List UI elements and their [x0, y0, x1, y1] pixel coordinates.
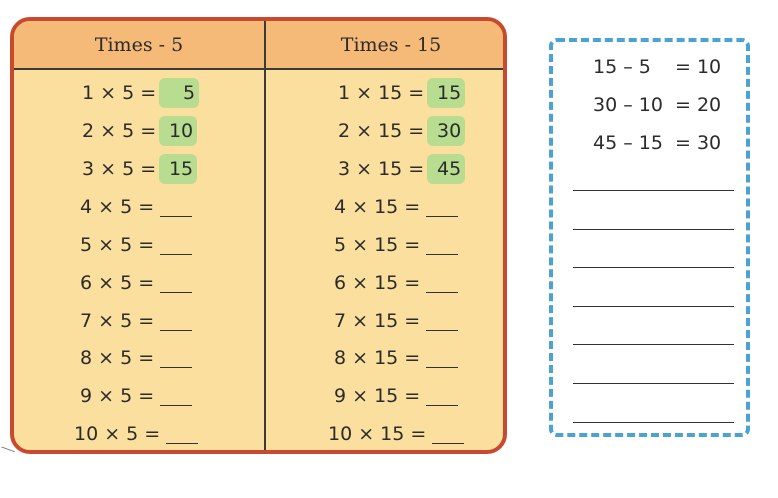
expression: 6 × 15 =: [334, 272, 421, 294]
answer-blank[interactable]: [426, 338, 459, 368]
answer-write-line[interactable]: [573, 344, 734, 345]
expression: 1 × 15 =: [338, 82, 425, 104]
answer-blank[interactable]: [160, 338, 193, 368]
times-5-row-2: 2 × 5 = 10: [82, 116, 198, 146]
times-15-header: Times - 15: [340, 34, 442, 56]
answer-blank[interactable]: [432, 414, 465, 444]
times-15-row-8: 8 × 15 =: [334, 343, 459, 373]
answer-highlight: 10: [159, 116, 198, 146]
times-15-row-5: 5 × 15 =: [334, 230, 459, 260]
expression: 10 × 5 =: [74, 423, 161, 445]
answer-blank[interactable]: [426, 263, 459, 293]
answer-blank[interactable]: [160, 225, 193, 255]
times-15-row-3: 3 × 15 = 45: [338, 154, 466, 184]
expression: 8 × 5 =: [80, 347, 155, 369]
difference-expression: 15 – 5: [593, 56, 651, 78]
expression: 6 × 5 =: [80, 272, 155, 294]
times-5-row-3: 3 × 5 = 15: [82, 154, 198, 184]
expression: 5 × 15 =: [334, 234, 421, 256]
answer-blank[interactable]: [426, 187, 459, 217]
answer-highlight: 45: [427, 154, 466, 184]
times-5-row-5: 5 × 5 =: [80, 230, 193, 260]
expression: 1 × 5 =: [82, 82, 157, 104]
differences-box: 15 – 5 = 10 30 – 10 = 20 45 – 15 = 30: [549, 38, 750, 437]
expression: 9 × 5 =: [80, 385, 155, 407]
times-5-row-10: 10 × 5 =: [74, 419, 199, 449]
expression: 4 × 5 =: [80, 196, 155, 218]
answer-blank[interactable]: [426, 376, 459, 406]
expression: 8 × 15 =: [334, 347, 421, 369]
answer-write-line[interactable]: [573, 306, 734, 307]
difference-expression: 45 – 15: [593, 132, 663, 154]
times-15-row-2: 2 × 15 = 30: [338, 116, 466, 146]
answer-blank[interactable]: [160, 376, 193, 406]
times-table-card: Times - 5 Times - 15 1 × 5 = 5 2 × 5 = 10 …: [10, 17, 507, 454]
times-5-header: Times - 5: [94, 34, 184, 56]
difference-expression: 30 – 10: [593, 94, 663, 116]
difference-result: = 30: [675, 132, 722, 154]
times-5-row-9: 9 × 5 =: [80, 381, 193, 411]
answer-highlight: 15: [427, 78, 466, 108]
column-divider: [264, 21, 266, 450]
difference-result: = 10: [675, 56, 722, 78]
table-header-row: [14, 21, 503, 70]
expression: 3 × 15 =: [338, 158, 425, 180]
answer-write-line[interactable]: [573, 422, 734, 423]
answer-blank[interactable]: [426, 225, 459, 255]
answer-write-line[interactable]: [573, 383, 734, 384]
times-15-row-4: 4 × 15 =: [334, 192, 459, 222]
expression: 4 × 15 =: [334, 196, 421, 218]
times-5-row-8: 8 × 5 =: [80, 343, 193, 373]
times-15-row-9: 9 × 15 =: [334, 381, 459, 411]
difference-result: = 20: [675, 94, 722, 116]
answer-blank[interactable]: [160, 301, 193, 331]
expression: 7 × 15 =: [334, 310, 421, 332]
expression: 10 × 15 =: [328, 423, 427, 445]
times-15-row-1: 1 × 15 = 15: [338, 78, 466, 108]
times-15-row-7: 7 × 15 =: [334, 306, 459, 336]
answer-highlight: 5: [159, 78, 200, 108]
answer-blank[interactable]: [166, 414, 199, 444]
expression: 2 × 5 =: [82, 120, 157, 142]
answer-highlight: 30: [427, 116, 466, 146]
answer-blank[interactable]: [160, 263, 193, 293]
times-5-row-6: 6 × 5 =: [80, 268, 193, 298]
times-5-row-7: 7 × 5 =: [80, 306, 193, 336]
expression: 5 × 5 =: [80, 234, 155, 256]
answer-write-line[interactable]: [573, 190, 734, 191]
expression: 7 × 5 =: [80, 310, 155, 332]
times-15-row-6: 6 × 15 =: [334, 268, 459, 298]
expression: 2 × 15 =: [338, 120, 425, 142]
answer-blank[interactable]: [160, 187, 193, 217]
difference-line-3: 45 – 15 = 30: [593, 129, 721, 157]
times-5-row-1: 1 × 5 = 5: [82, 78, 200, 108]
expression: 9 × 15 =: [334, 385, 421, 407]
answer-blank[interactable]: [426, 301, 459, 331]
answer-write-line[interactable]: [573, 229, 734, 230]
difference-line-2: 30 – 10 = 20: [593, 91, 721, 119]
difference-line-1: 15 – 5 = 10: [593, 53, 721, 81]
times-15-row-10: 10 × 15 =: [328, 419, 465, 449]
answer-highlight: 15: [159, 154, 198, 184]
answer-write-line[interactable]: [573, 267, 734, 268]
times-5-row-4: 4 × 5 =: [80, 192, 193, 222]
expression: 3 × 5 =: [82, 158, 157, 180]
